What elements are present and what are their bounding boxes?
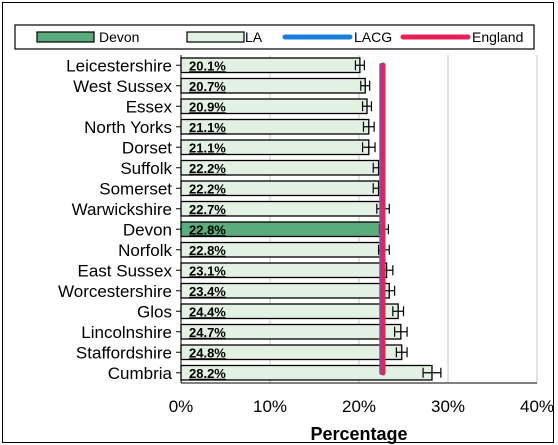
- x-tick-label: 20%: [342, 397, 376, 416]
- legend-label: LACG: [354, 29, 392, 45]
- category-label: Leicestershire: [66, 56, 172, 75]
- category-label: Staffordshire: [76, 343, 172, 362]
- category-label: Worcestershire: [58, 282, 172, 301]
- bar-value-label: 20.7%: [189, 79, 226, 94]
- category-label: Warwickshire: [72, 200, 172, 219]
- bar-value-label: 28.2%: [189, 366, 226, 381]
- category-label: Devon: [123, 220, 172, 239]
- legend-label: LA: [245, 29, 263, 45]
- bar-value-label: 24.4%: [189, 304, 226, 319]
- legend-label: Devon: [99, 29, 139, 45]
- bar-value-label: 20.1%: [189, 58, 226, 73]
- bar-value-label: 24.8%: [189, 345, 226, 360]
- category-label: Lincolnshire: [81, 323, 172, 342]
- bar-value-label: 22.7%: [189, 202, 226, 217]
- category-label: North Yorks: [84, 118, 172, 137]
- category-label: Suffolk: [120, 159, 172, 178]
- bar-value-label: 22.8%: [189, 243, 226, 258]
- category-label: Somerset: [99, 179, 172, 198]
- bar-value-label: 20.9%: [189, 99, 226, 114]
- category-label: Glos: [137, 302, 172, 321]
- bar-value-label: 21.1%: [189, 140, 226, 155]
- bar-value-label: 23.4%: [189, 284, 226, 299]
- bar-value-label: 22.2%: [189, 181, 226, 196]
- legend-swatch: [186, 31, 245, 43]
- category-label: Dorset: [122, 138, 172, 157]
- legend-label: England: [472, 29, 523, 45]
- category-label: Cumbria: [108, 364, 173, 383]
- category-label: West Sussex: [73, 77, 172, 96]
- bar-value-label: 21.1%: [189, 120, 226, 135]
- bar-value-label: 23.1%: [189, 263, 226, 278]
- x-tick-label: 40%: [520, 397, 554, 416]
- bar-value-label: 24.7%: [189, 325, 226, 340]
- bar-value-label: 22.8%: [189, 222, 226, 237]
- legend-swatch: [36, 31, 95, 43]
- x-tick-label: 10%: [253, 397, 287, 416]
- category-label: Norfolk: [118, 241, 172, 260]
- x-axis-label: Percentage: [310, 424, 407, 444]
- category-label: Essex: [126, 97, 173, 116]
- bar-value-label: 22.2%: [189, 161, 226, 176]
- x-tick-label: 30%: [431, 397, 465, 416]
- category-label: East Sussex: [78, 261, 173, 280]
- x-tick-label: 0%: [169, 397, 194, 416]
